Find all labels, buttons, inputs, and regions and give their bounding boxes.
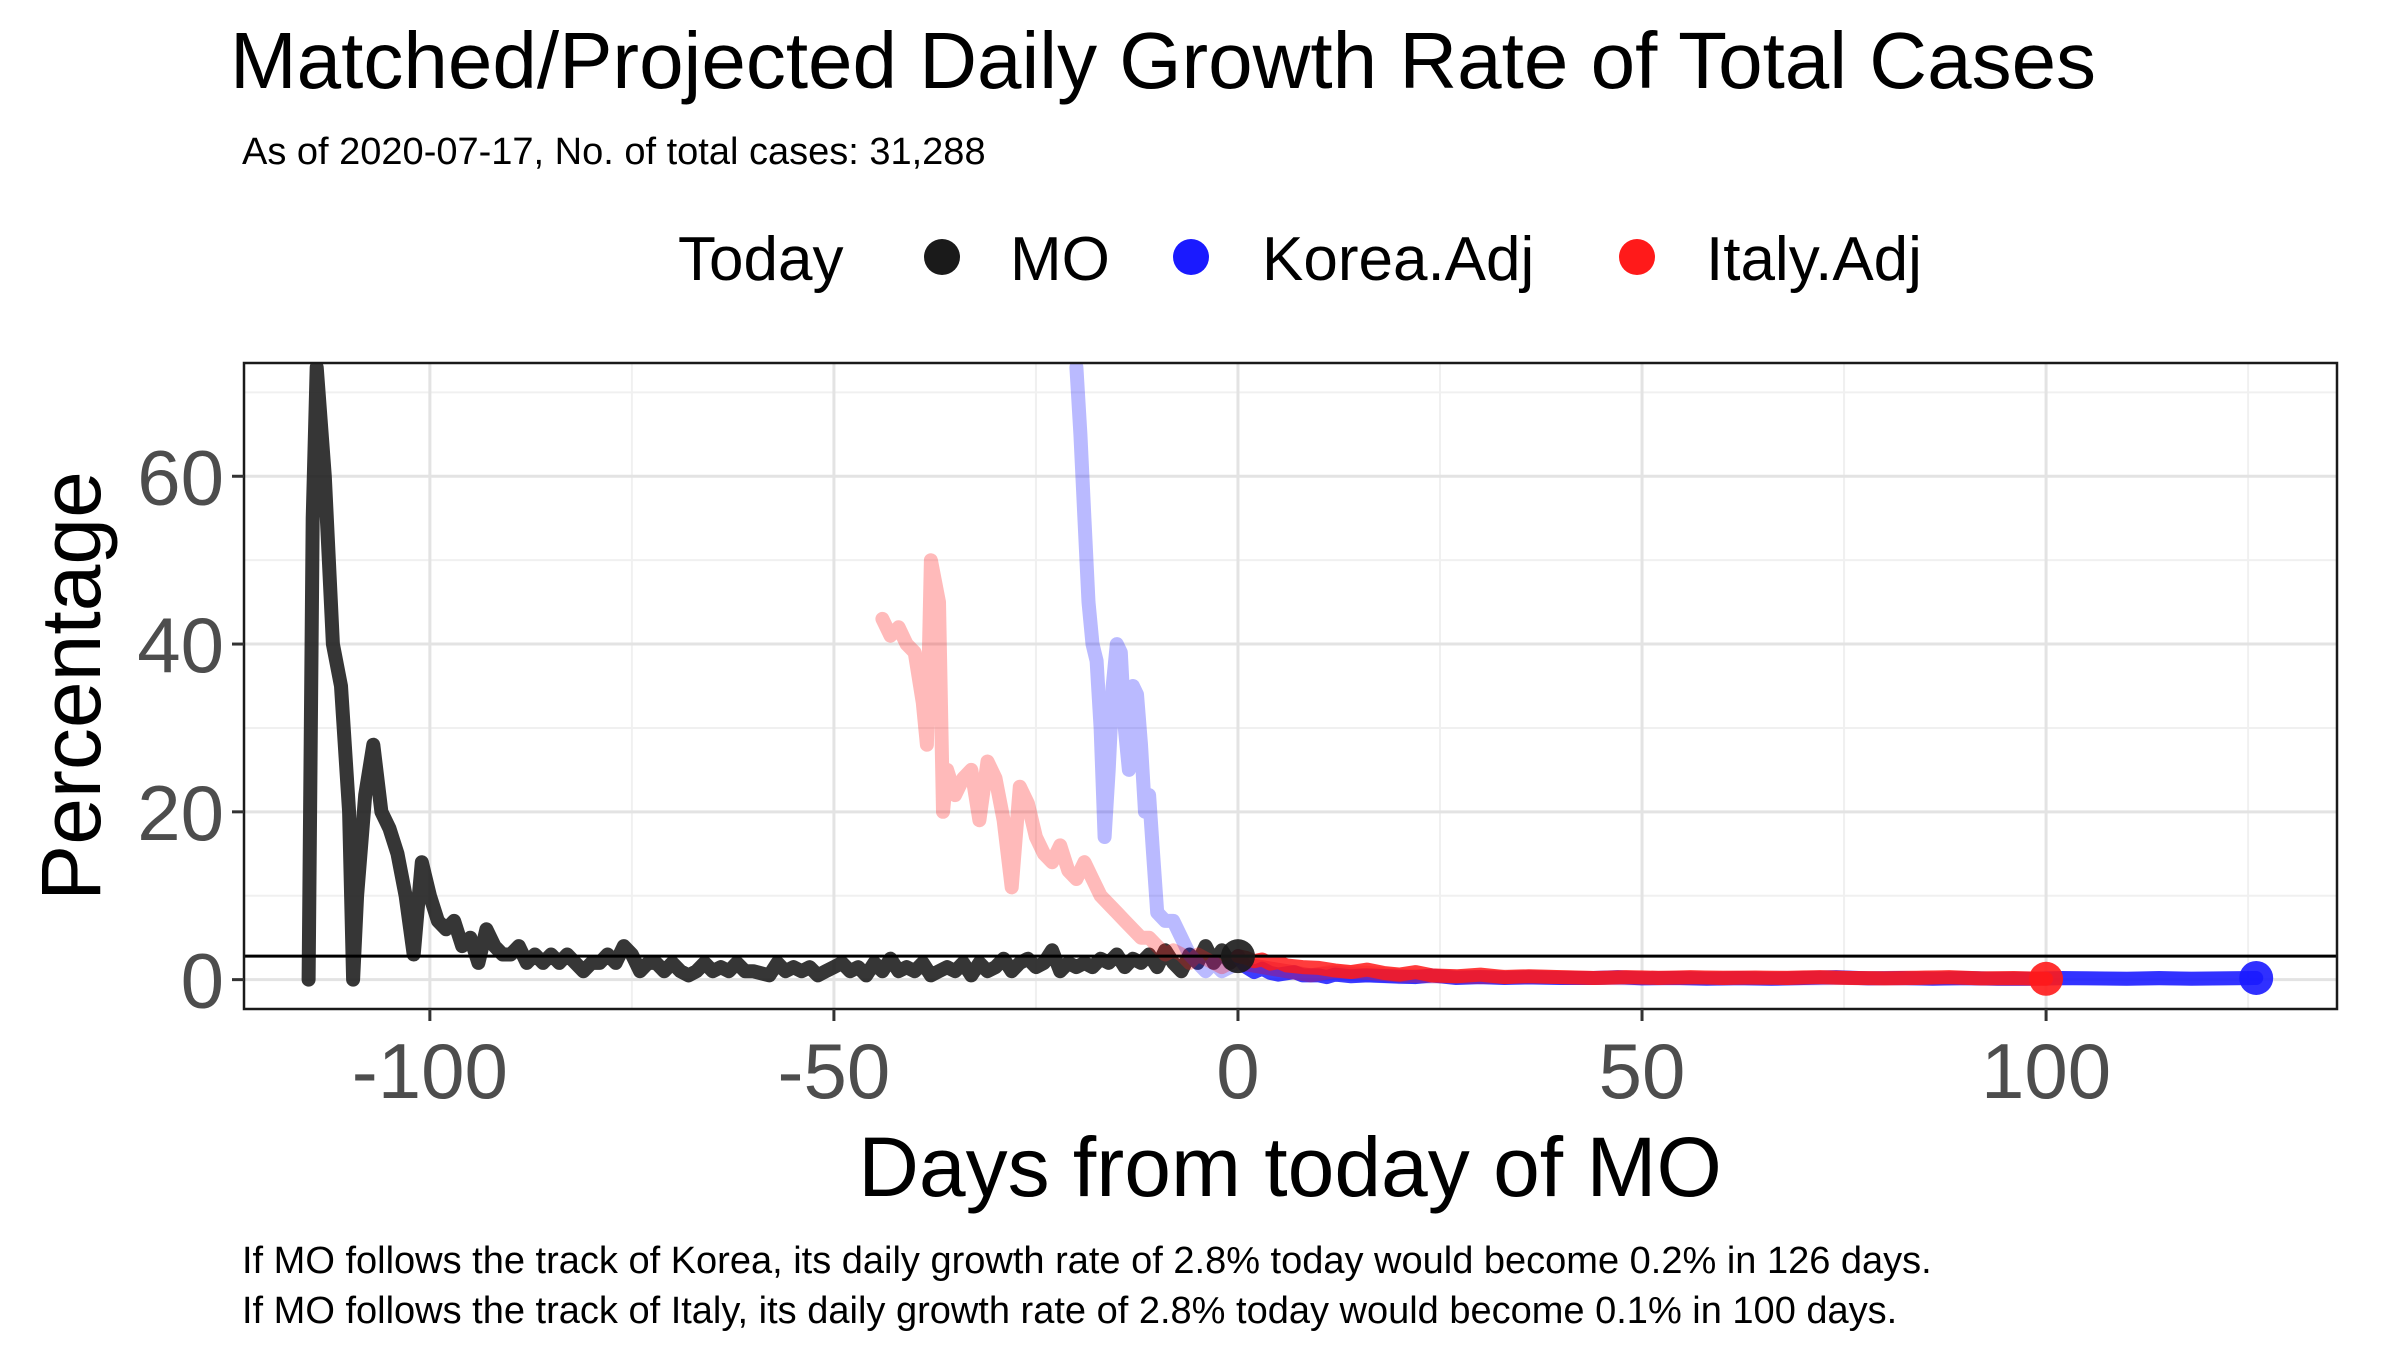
legend-title: Today (678, 225, 843, 294)
y-tick-label-1: 20 (137, 769, 224, 857)
plot-border (242, 361, 2339, 1011)
legend-key-mo (924, 239, 960, 275)
gridlines (244, 363, 2337, 1009)
x-tick-label-4: 100 (1981, 1027, 2111, 1115)
today-marker-layer (1220, 939, 2274, 996)
legend-label-korea: Korea.Adj (1262, 225, 1534, 294)
legend-label-italy: Italy.Adj (1706, 225, 1922, 294)
chart-title: Matched/Projected Daily Growth Rate of T… (230, 16, 2096, 105)
today-marker-mo (1220, 939, 1255, 974)
y-axis-title: Percentage (24, 471, 118, 901)
x-tick-label-0: -100 (352, 1027, 508, 1115)
legend-key-italy (1619, 239, 1655, 275)
x-tick-label-3: 50 (1599, 1027, 1686, 1115)
plot-background (244, 363, 2337, 1009)
x-axis-title: Days from today of MO (858, 1120, 1722, 1214)
y-tick-label-2: 40 (137, 601, 224, 689)
legend-label-mo: MO (1010, 225, 1110, 294)
today-marker-italy-adj (2029, 961, 2064, 996)
series-line-mo-0 (301, 363, 1245, 987)
caption-italy: If MO follows the track of Italy, its da… (242, 1290, 1897, 1332)
today-marker-korea-adj (2239, 960, 2274, 995)
plot-panel (242, 361, 2339, 1011)
series-layer (244, 363, 2337, 987)
x-tick-label-1: -50 (778, 1027, 891, 1115)
x-axis: -100 -50 0 50 100 (352, 1009, 2111, 1115)
y-tick-label-0: 0 (181, 937, 224, 1025)
chart-subtitle: As of 2020-07-17, No. of total cases: 31… (242, 131, 986, 173)
legend: Today MO Korea.Adj Italy.Adj (678, 225, 1922, 294)
legend-key-korea (1173, 239, 1209, 275)
y-axis: 0 20 40 60 (137, 433, 244, 1025)
series-line-italy-adj-4 (1231, 949, 2054, 986)
caption-korea: If MO follows the track of Korea, its da… (242, 1240, 1932, 1282)
y-tick-label-3: 60 (137, 433, 224, 521)
x-tick-label-2: 0 (1216, 1027, 1259, 1115)
